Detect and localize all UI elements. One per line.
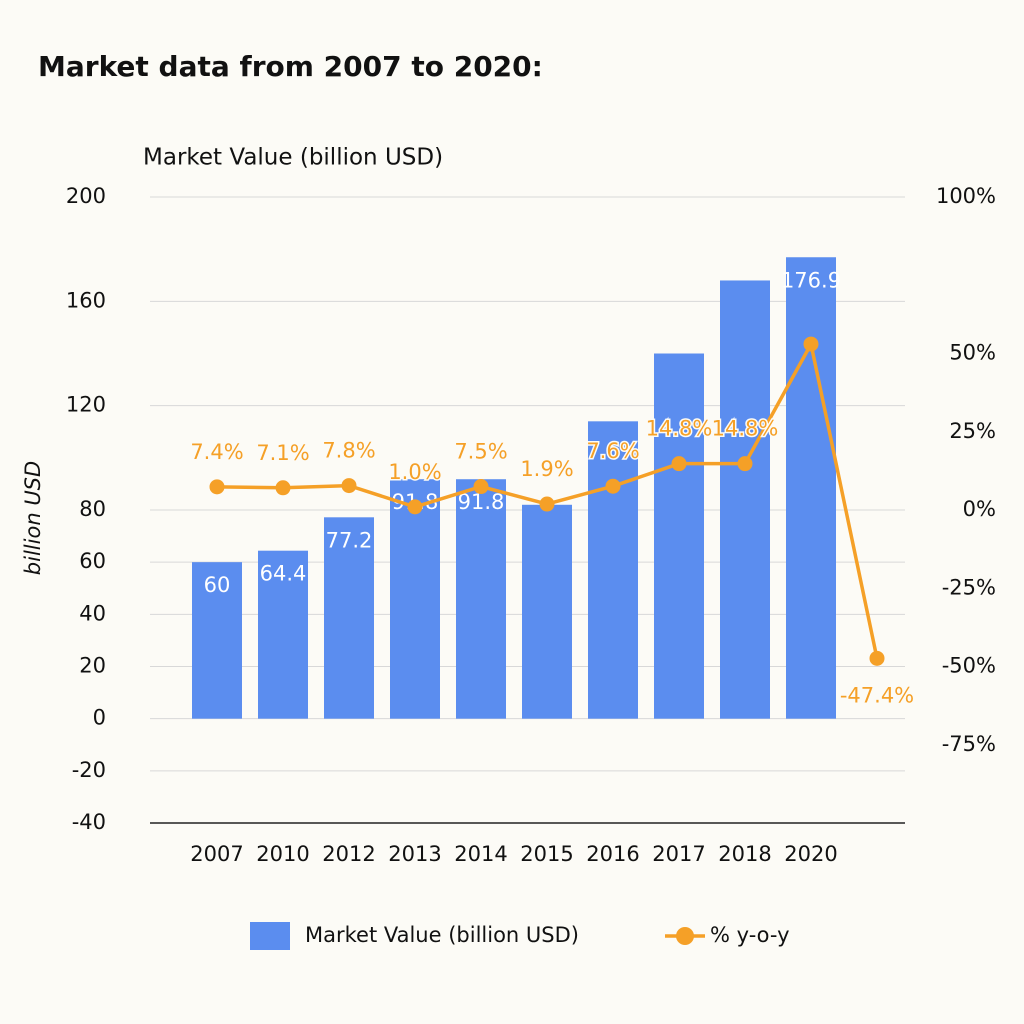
bar [786,257,836,719]
line-value-label: 7.5% [454,440,507,464]
line-value-label: 7.4% [190,440,243,464]
line-point [275,480,291,496]
line-value-label: 14.8% [712,417,779,441]
line-point [341,478,357,494]
bar-value-label: 91.8 [458,490,505,514]
line-value-label: 7.1% [256,441,309,465]
x-tick-label: 2013 [388,842,441,866]
x-tick-label: 2020 [784,842,837,866]
y-tick-label: 60 [79,549,106,573]
line-value-label: 7.6% [586,439,639,463]
x-tick-label: 2007 [190,842,243,866]
x-tick-label: 2017 [652,842,705,866]
legend-swatch [250,922,290,950]
line-point [671,456,687,472]
line-value-label: -47.4% [840,683,914,707]
y2-tick-label: -75% [942,732,996,756]
y2-tick-label: 25% [949,419,996,443]
x-tick-label: 2014 [454,842,507,866]
x-tick-label: 2015 [520,842,573,866]
line-point [869,650,885,666]
line-value-label: 1.9% [520,457,573,481]
y-tick-label: 0 [93,706,106,730]
x-tick-label: 2018 [718,842,771,866]
line-point [737,456,753,472]
y2-tick-label: 50% [949,341,996,365]
chart-title: Market data from 2007 to 2020: [38,50,543,83]
bar-value-label: 60 [204,573,231,597]
bar [324,517,374,719]
bar [258,550,308,719]
line-value-label: 14.8% [646,417,713,441]
bar [522,504,572,719]
x-tick-label: 2012 [322,842,375,866]
y-tick-label: 120 [66,393,106,417]
bar-value-label: 64.4 [260,562,307,586]
line-point [407,499,423,515]
bar [588,421,638,719]
x-tick-label: 2010 [256,842,309,866]
bar [720,280,770,719]
y-tick-label: 160 [66,288,106,312]
y2-tick-label: 0% [963,497,996,521]
bar [192,562,242,719]
y2-tick-label: 100% [936,184,996,208]
y2-tick-label: -25% [942,575,996,599]
y-tick-label: -20 [72,758,106,782]
line-point [209,479,225,495]
bar-value-label: 176.9 [781,268,841,292]
y-tick-label: -40 [72,810,106,834]
line-point [803,336,819,352]
y2-tick-label: -50% [942,654,996,678]
legend-swatch [676,927,694,945]
legend-label: % y-o-y [710,923,790,947]
x-tick-label: 2016 [586,842,639,866]
line-point [473,479,489,495]
y-axis-label: billion USD [21,461,45,575]
line-point [539,496,555,512]
chart-subtitle: Market Value (billion USD) [143,145,443,171]
line-value-label: 7.8% [322,439,375,463]
bar [654,353,704,719]
y-tick-label: 20 [79,654,106,678]
line-point [605,478,621,494]
bar [456,479,506,719]
y-tick-label: 200 [66,184,106,208]
bar [390,479,440,719]
y-tick-label: 80 [79,497,106,521]
bar-value-label: 77.2 [326,528,373,552]
line-value-label: 1.0% [388,460,441,484]
y-tick-label: 40 [79,601,106,625]
legend-label: Market Value (billion USD) [305,923,579,947]
